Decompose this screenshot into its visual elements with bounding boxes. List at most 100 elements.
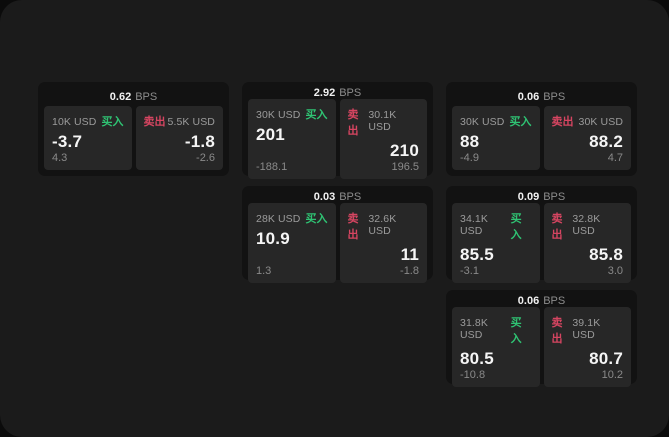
buy-delta: -3.1 xyxy=(460,265,479,277)
sell-panel[interactable]: 卖出 30K USD 88.2 4.7 xyxy=(543,106,631,170)
quote-card: 0.06 BPS 31.8K USD 买入 80.5 -10.8 卖出 39.1… xyxy=(446,290,637,387)
buy-price: 88 xyxy=(460,132,480,151)
sell-price: 85.8 xyxy=(589,245,623,264)
buy-label: 买入 xyxy=(510,317,522,345)
sell-price: 11 xyxy=(400,245,419,264)
buy-panel[interactable]: 28K USD 买入 10.9 1.3 xyxy=(248,203,336,283)
sell-panel-top: 卖出 32.8K USD xyxy=(552,210,624,242)
buy-panel[interactable]: 31.8K USD 买入 80.5 -10.8 xyxy=(452,307,540,387)
buy-panel[interactable]: 30K USD 买入 88 -4.9 xyxy=(452,106,540,170)
sell-panel-top: 卖出 5.5K USD xyxy=(144,113,216,129)
bps-value: 0.62 xyxy=(109,90,132,103)
buy-delta: -188.1 xyxy=(256,161,288,173)
sell-label: 卖出 xyxy=(347,213,359,241)
sell-delta: -2.6 xyxy=(196,152,215,164)
card-header: 0.03 BPS xyxy=(248,191,427,203)
sell-label: 卖出 xyxy=(551,116,574,128)
sell-panel[interactable]: 卖出 30.1K USD 210 196.5 xyxy=(339,99,427,179)
bps-value: 0.03 xyxy=(313,191,336,203)
buy-price: -3.7 xyxy=(52,132,83,151)
sell-delta: 4.7 xyxy=(607,152,623,164)
buy-price: 85.5 xyxy=(460,245,494,264)
sell-delta: 196.5 xyxy=(391,161,419,173)
sell-panel-top: 卖出 32.6K USD xyxy=(348,210,420,242)
quote-card: 0.03 BPS 28K USD 买入 10.9 1.3 卖出 32.6K US… xyxy=(242,186,433,283)
sell-panel-top: 卖出 30.1K USD xyxy=(348,106,420,138)
buy-price: 201 xyxy=(256,125,285,144)
buy-notional: 30K USD xyxy=(460,116,505,128)
buy-notional: 28K USD xyxy=(256,213,301,225)
card-header: 0.09 BPS xyxy=(452,191,631,203)
buy-price: 80.5 xyxy=(460,349,494,368)
bps-unit-label: BPS xyxy=(135,90,158,103)
buy-panel[interactable]: 30K USD 买入 201 -188.1 xyxy=(248,99,336,179)
sell-panel-top: 卖出 30K USD xyxy=(552,113,624,129)
buy-panel-top: 34.1K USD 买入 xyxy=(460,210,532,242)
sell-label: 卖出 xyxy=(143,116,166,128)
sell-delta: 3.0 xyxy=(607,265,623,277)
buy-panel[interactable]: 10K USD 买入 -3.7 4.3 xyxy=(44,106,132,170)
buy-notional: 10K USD xyxy=(52,116,97,128)
bps-unit-label: BPS xyxy=(339,87,362,99)
card-header: 0.06 BPS xyxy=(452,295,631,307)
buy-panel-top: 31.8K USD 买入 xyxy=(460,314,532,346)
quote-panels: 10K USD 买入 -3.7 4.3 卖出 5.5K USD -1.8 -2.… xyxy=(44,106,223,170)
buy-panel[interactable]: 34.1K USD 买入 85.5 -3.1 xyxy=(452,203,540,283)
buy-panel-top: 30K USD 买入 xyxy=(256,106,328,122)
sell-panel[interactable]: 卖出 32.6K USD 11 -1.8 xyxy=(339,203,427,283)
buy-label: 买入 xyxy=(510,213,522,241)
buy-label: 买入 xyxy=(101,116,124,128)
bps-unit-label: BPS xyxy=(543,295,566,307)
buy-label: 买入 xyxy=(509,116,532,128)
buy-delta: 1.3 xyxy=(256,265,272,277)
bps-value: 2.92 xyxy=(313,87,336,99)
quote-panels: 30K USD 买入 88 -4.9 卖出 30K USD 88.2 4.7 xyxy=(452,106,631,170)
buy-notional: 30K USD xyxy=(256,109,301,121)
bps-unit-label: BPS xyxy=(543,90,566,103)
card-header: 0.06 BPS xyxy=(452,87,631,106)
sell-notional: 30.1K USD xyxy=(368,109,397,133)
quote-card: 0.62 BPS 10K USD 买入 -3.7 4.3 卖出 5.5K USD… xyxy=(38,82,229,176)
card-header: 0.62 BPS xyxy=(44,87,223,106)
buy-label: 买入 xyxy=(305,109,328,121)
quote-card: 0.06 BPS 30K USD 买入 88 -4.9 卖出 30K USD 8… xyxy=(446,82,637,176)
bps-value: 0.09 xyxy=(517,191,540,203)
sell-price: 210 xyxy=(390,141,419,160)
sell-notional: 32.6K USD xyxy=(368,213,397,237)
sell-label: 卖出 xyxy=(551,317,563,345)
card-header: 2.92 BPS xyxy=(248,87,427,99)
buy-notional: 34.1K USD xyxy=(460,213,488,237)
quote-panels: 28K USD 买入 10.9 1.3 卖出 32.6K USD 11 -1.8 xyxy=(248,203,427,283)
sell-label: 卖出 xyxy=(347,109,359,137)
quote-panels: 30K USD 买入 201 -188.1 卖出 30.1K USD 210 1… xyxy=(248,99,427,179)
sell-delta: 10.2 xyxy=(601,369,623,381)
sell-price: -1.8 xyxy=(184,132,215,151)
sell-price: 80.7 xyxy=(589,349,623,368)
bps-unit-label: BPS xyxy=(543,191,566,203)
sell-panel[interactable]: 卖出 5.5K USD -1.8 -2.6 xyxy=(135,106,223,170)
quote-cards-grid: 0.62 BPS 10K USD 买入 -3.7 4.3 卖出 5.5K USD… xyxy=(38,82,637,387)
bps-value: 0.06 xyxy=(517,295,540,307)
sell-label: 卖出 xyxy=(551,213,563,241)
sell-panel[interactable]: 卖出 39.1K USD 80.7 10.2 xyxy=(543,307,631,387)
bps-value: 0.06 xyxy=(517,90,540,103)
buy-label: 买入 xyxy=(305,213,328,225)
sell-notional: 30K USD xyxy=(578,116,623,128)
quote-card: 0.09 BPS 34.1K USD 买入 85.5 -3.1 卖出 32.8K… xyxy=(446,186,637,283)
buy-delta: -10.8 xyxy=(460,369,486,381)
sell-price: 88.2 xyxy=(589,132,623,151)
quote-panels: 34.1K USD 买入 85.5 -3.1 卖出 32.8K USD 85.8… xyxy=(452,203,631,283)
sell-panel[interactable]: 卖出 32.8K USD 85.8 3.0 xyxy=(543,203,631,283)
buy-price: 10.9 xyxy=(256,229,290,248)
buy-delta: 4.3 xyxy=(52,152,68,164)
sell-notional: 32.8K USD xyxy=(572,213,601,237)
buy-panel-top: 10K USD 买入 xyxy=(52,113,124,129)
sell-delta: -1.8 xyxy=(400,265,419,277)
sell-notional: 39.1K USD xyxy=(572,317,601,341)
quote-panels: 31.8K USD 买入 80.5 -10.8 卖出 39.1K USD 80.… xyxy=(452,307,631,387)
quote-card: 2.92 BPS 30K USD 买入 201 -188.1 卖出 30.1K … xyxy=(242,82,433,179)
sell-panel-top: 卖出 39.1K USD xyxy=(552,314,624,346)
buy-panel-top: 30K USD 买入 xyxy=(460,113,532,129)
sell-notional: 5.5K USD xyxy=(167,116,215,128)
